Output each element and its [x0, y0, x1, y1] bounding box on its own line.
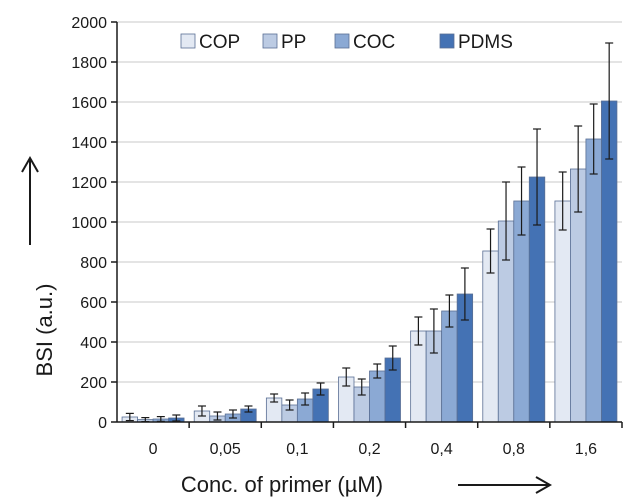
x-tick-label: 0,2 [358, 441, 380, 458]
bar-coc [369, 370, 386, 423]
legend-swatch-pdms [439, 33, 455, 49]
legend-label-pp: PP [281, 32, 306, 53]
x-tick-label: 0 [149, 441, 158, 458]
legend-swatch-coc [334, 33, 350, 49]
x-axis-label: Conc. of primer (µM) [181, 472, 383, 497]
gridlines [117, 21, 622, 383]
legend-label-cop: COP [199, 32, 240, 53]
bar-cop [482, 250, 499, 423]
legend-swatch-pp [262, 33, 278, 49]
y-tick-label: 400 [80, 335, 107, 352]
legend: COP PP COC PDMS [180, 32, 513, 53]
error-bars [125, 42, 614, 423]
y-tick-label: 600 [80, 295, 107, 312]
y-tick-label: 800 [80, 255, 107, 272]
axes [111, 21, 623, 428]
legend-label-pdms: PDMS [458, 32, 513, 53]
x-axis-arrow [458, 476, 553, 494]
x-tick-label: 0,1 [286, 441, 308, 458]
y-tick-label: 200 [80, 375, 107, 392]
bar-cop [554, 200, 571, 423]
bars [121, 100, 618, 423]
y-tick-label: 1800 [71, 55, 107, 72]
bar-coc [585, 138, 602, 423]
bar-coc [441, 310, 458, 423]
y-axis-arrow [21, 155, 39, 245]
x-tick-label: 0,8 [503, 441, 525, 458]
y-tick-label: 0 [98, 415, 107, 432]
y-tick-label: 1200 [71, 175, 107, 192]
x-tick-label: 0,4 [431, 441, 453, 458]
tick-labels: 0 200 400 600 800 1000 1200 1400 1600 1800 2000 0 0,… [71, 15, 597, 458]
legend-swatch-cop [180, 33, 196, 49]
x-tick-label: 0,05 [210, 441, 241, 458]
x-tick-label: 1,6 [575, 441, 597, 458]
legend-label-coc: COC [353, 32, 395, 53]
y-tick-label: 1400 [71, 135, 107, 152]
y-tick-label: 1600 [71, 95, 107, 112]
y-tick-label: 2000 [71, 15, 107, 32]
y-axis-label: BSI (a.u.) [32, 284, 57, 377]
y-tick-label: 1000 [71, 215, 107, 232]
